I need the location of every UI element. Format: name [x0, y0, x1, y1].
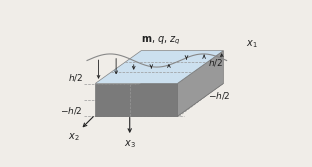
Text: $x_1$: $x_1$ [246, 38, 258, 50]
Polygon shape [177, 51, 223, 116]
Polygon shape [95, 84, 177, 116]
Text: $h/2$: $h/2$ [68, 72, 83, 83]
Text: $x_3$: $x_3$ [124, 138, 136, 150]
Polygon shape [95, 51, 223, 84]
Text: $-h/2$: $-h/2$ [60, 105, 83, 116]
Text: $\mathbf{m}$, $q$, $z_q$: $\mathbf{m}$, $q$, $z_q$ [141, 34, 181, 47]
Text: $-h/2$: $-h/2$ [208, 90, 231, 101]
Text: $x_2$: $x_2$ [68, 131, 80, 143]
Polygon shape [95, 84, 223, 116]
Text: $h/2$: $h/2$ [208, 57, 223, 68]
